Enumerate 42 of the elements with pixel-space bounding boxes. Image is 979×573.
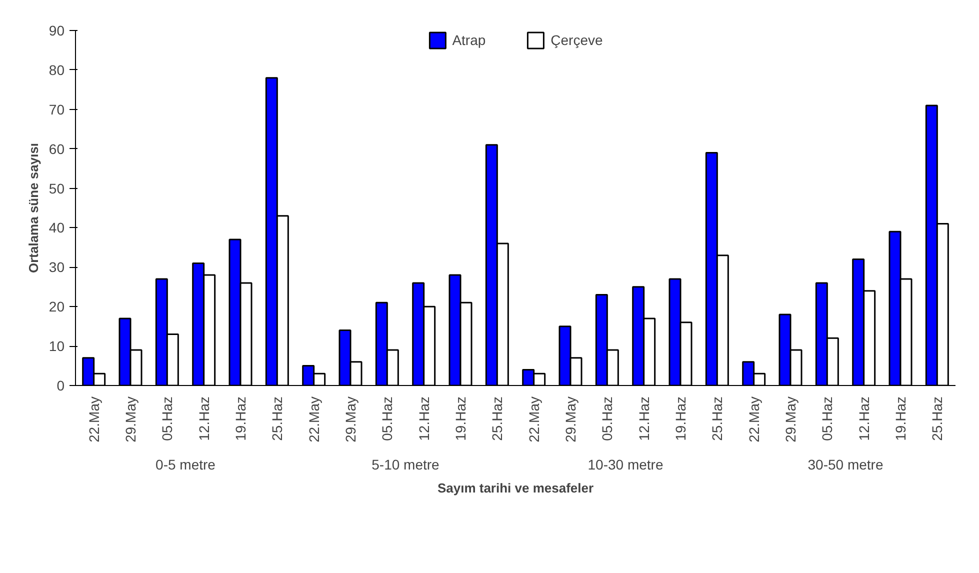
y-tick-label: 80 bbox=[48, 62, 65, 78]
y-tick-label: 90 bbox=[48, 22, 65, 38]
y-tick-label: 50 bbox=[48, 180, 65, 196]
x-tick-label: 25.Haz bbox=[489, 396, 506, 441]
x-tick-label: 05.Haz bbox=[379, 396, 396, 441]
y-tick-label: 70 bbox=[48, 101, 65, 118]
text: 5-10 metre bbox=[372, 456, 440, 472]
text: 0-5 metre bbox=[156, 456, 216, 472]
text: 30-50 metre bbox=[808, 456, 884, 472]
x-tick-label: 12.Haz bbox=[196, 396, 212, 441]
x-tick-label: 22.May bbox=[86, 396, 102, 442]
x-tick-label: 12.Haz bbox=[636, 396, 652, 441]
x-tick-label: 25.Haz bbox=[269, 396, 286, 441]
x-tick-label: 19.Haz bbox=[892, 396, 908, 441]
y-tick-label: 40 bbox=[48, 220, 65, 236]
x-tick-label: 22.May bbox=[306, 396, 322, 442]
y-tick-label: 10 bbox=[48, 338, 65, 354]
text: 10-30 metre bbox=[588, 456, 664, 472]
legend-label: Çerçeve bbox=[550, 32, 603, 48]
x-tick-label: 29.May bbox=[562, 396, 578, 442]
x-tick-label: 29.May bbox=[782, 396, 798, 442]
x-tick-label: 19.Haz bbox=[672, 396, 688, 441]
x-tick-label: 29.May bbox=[342, 396, 358, 442]
x-tick-label: 22.May bbox=[526, 396, 542, 442]
x-tick-label: 19.Haz bbox=[452, 396, 468, 441]
x-tick-label: 05.Haz bbox=[599, 396, 616, 441]
y-tick-label: 20 bbox=[48, 298, 65, 315]
y-axis-title: Ortalama süne sayısı bbox=[26, 142, 41, 274]
y-tick-label: 30 bbox=[48, 259, 65, 276]
x-tick-label: 05.Haz bbox=[819, 396, 836, 441]
x-tick-label: 05.Haz bbox=[159, 396, 176, 441]
legend-label: Atrap bbox=[452, 32, 486, 48]
x-tick-label: 25.Haz bbox=[929, 396, 946, 441]
x-tick-label: 29.May bbox=[122, 396, 138, 442]
x-tick-label: 25.Haz bbox=[709, 396, 726, 441]
y-tick-label: 60 bbox=[48, 140, 65, 157]
x-tick-label: 12.Haz bbox=[416, 396, 432, 441]
x-tick-label: 22.May bbox=[746, 396, 762, 442]
x-axis-title: Sayım tarihi ve mesafeler bbox=[437, 480, 594, 496]
x-tick-label: 12.Haz bbox=[856, 396, 872, 441]
y-tick-label: 0 bbox=[56, 378, 65, 394]
x-tick-label: 19.Haz bbox=[232, 396, 248, 441]
